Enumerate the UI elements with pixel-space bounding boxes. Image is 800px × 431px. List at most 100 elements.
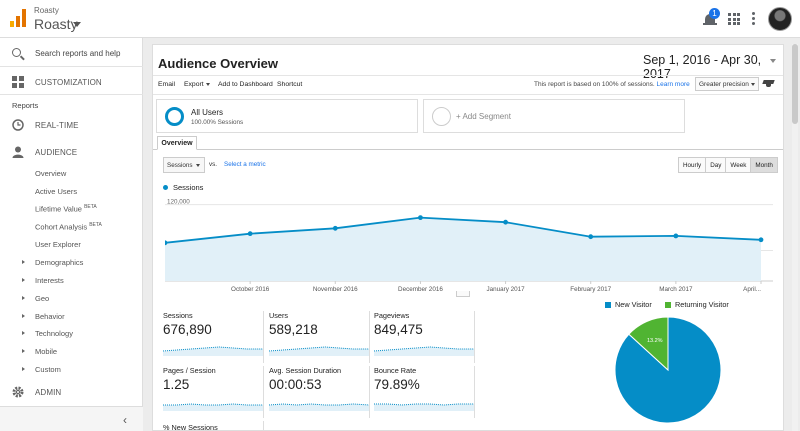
- scorecard-sessions[interactable]: Sessions 676,890: [163, 311, 266, 363]
- more-vert-icon[interactable]: [752, 12, 756, 26]
- data-point[interactable]: [758, 237, 764, 243]
- sidebar-item-geo[interactable]: Geo: [35, 294, 50, 303]
- metric-value: Sessions: [167, 162, 193, 169]
- scrollbar-thumb[interactable]: [792, 44, 798, 124]
- chart-resize-handle[interactable]: [456, 291, 470, 297]
- apps-icon[interactable]: [728, 13, 740, 25]
- page-scrollbar[interactable]: [792, 44, 798, 431]
- scorecard-pages-per-session[interactable]: Pages / Session 1.25: [163, 366, 266, 418]
- sidebar-item-customization[interactable]: CUSTOMIZATION: [0, 72, 143, 90]
- graduation-cap-icon[interactable]: [763, 80, 774, 88]
- x-tick-label: December 2016: [398, 286, 443, 293]
- learn-more-link[interactable]: Learn more: [656, 81, 690, 88]
- add-to-dashboard-button[interactable]: Add to Dashboard: [218, 81, 273, 88]
- sidebar-item-label: CUSTOMIZATION: [35, 78, 102, 87]
- scorecard-label: Pages / Session: [163, 366, 216, 375]
- scorecard-bounce-rate[interactable]: Bounce Rate 79.89%: [374, 366, 477, 418]
- chevron-down-icon: [205, 82, 210, 86]
- vs-label: vs.: [209, 161, 218, 168]
- legend-swatch: [605, 302, 611, 308]
- date-range-picker[interactable]: Sep 1, 2016 - Apr 30, 2017: [643, 53, 762, 81]
- expand-arrow-icon[interactable]: [22, 367, 25, 371]
- sidebar-item-demographics[interactable]: Demographics: [35, 258, 84, 267]
- sidebar-search[interactable]: Search reports and help: [0, 44, 143, 62]
- person-icon: [12, 146, 24, 158]
- sparkline: [374, 346, 474, 356]
- avatar[interactable]: [768, 7, 792, 31]
- sidebar-item-user-explorer[interactable]: User Explorer: [35, 240, 81, 249]
- data-point[interactable]: [165, 240, 168, 246]
- sidebar-item-behavior[interactable]: Behavior: [35, 312, 65, 321]
- sparkline: [269, 403, 369, 411]
- sparkline: [269, 346, 369, 356]
- segment-ring-icon: [165, 107, 184, 126]
- sidebar-item-cohort-analysis[interactable]: Cohort Analysis BETA: [35, 222, 102, 232]
- sidebar-collapse-bar[interactable]: ‹: [0, 406, 143, 431]
- select-metric-link[interactable]: Select a metric: [224, 161, 266, 168]
- analytics-logo-icon[interactable]: [10, 9, 26, 27]
- sparkline: [374, 403, 474, 411]
- data-point[interactable]: [588, 234, 594, 240]
- sidebar-item-mobile[interactable]: Mobile: [35, 347, 58, 356]
- scorecard-users[interactable]: Users 589,218: [269, 311, 372, 363]
- email-button[interactable]: Email: [158, 81, 175, 88]
- scorecard-value: 79.89%: [374, 377, 420, 392]
- sidebar-item-overview[interactable]: Overview: [35, 169, 67, 178]
- legend-label: New Visitor: [615, 300, 652, 309]
- expand-arrow-icon[interactable]: [22, 314, 25, 318]
- data-point[interactable]: [503, 219, 508, 225]
- sidebar-item-active-users[interactable]: Active Users: [35, 187, 78, 196]
- scorecard-value: 676,890: [163, 322, 212, 337]
- beta-badge: BETA: [84, 204, 97, 210]
- segment-name: All Users: [191, 108, 224, 117]
- sidebar-item-custom[interactable]: Custom: [35, 365, 61, 374]
- expand-arrow-icon[interactable]: [22, 349, 25, 353]
- segment-percentage: 100.00% Sessions: [191, 119, 244, 126]
- x-tick-label: March 2017: [659, 286, 693, 293]
- expand-arrow-icon[interactable]: [22, 331, 25, 335]
- granularity-day-button[interactable]: Day: [706, 158, 727, 172]
- shortcut-button[interactable]: Shortcut: [277, 81, 303, 88]
- metric-select[interactable]: Sessions: [163, 157, 205, 173]
- scorecard-avg-session-duration[interactable]: Avg. Session Duration 00:00:53: [269, 366, 372, 418]
- tab-overview[interactable]: Overview: [157, 136, 197, 150]
- x-tick-label: January 2017: [486, 286, 525, 293]
- sidebar-item-technology[interactable]: Technology: [35, 329, 73, 338]
- add-segment-label: + Add Segment: [456, 112, 511, 121]
- export-button[interactable]: Export: [184, 81, 210, 88]
- scorecard-pageviews[interactable]: Pageviews 849,475: [374, 311, 477, 363]
- data-point[interactable]: [418, 215, 423, 221]
- search-input[interactable]: Search reports and help: [35, 49, 121, 58]
- precision-select[interactable]: Greater precision: [695, 77, 759, 91]
- sidebar-item-realtime[interactable]: REAL-TIME: [0, 115, 143, 133]
- chevron-left-icon[interactable]: ‹: [123, 413, 127, 427]
- sidebar-item-lifetime-value[interactable]: Lifetime Value BETA: [35, 204, 97, 214]
- sidebar-item-interests[interactable]: Interests: [35, 276, 64, 285]
- granularity-week-button[interactable]: Week: [726, 158, 752, 172]
- pie-slice[interactable]: [628, 316, 669, 372]
- segment-all-users[interactable]: All Users 100.00% Sessions: [156, 99, 418, 133]
- data-point[interactable]: [332, 225, 338, 231]
- chevron-down-icon: [196, 164, 200, 167]
- visitor-pie-chart[interactable]: 86.8%13.2%: [613, 315, 723, 425]
- expand-arrow-icon[interactable]: [22, 278, 25, 282]
- expand-arrow-icon[interactable]: [22, 260, 25, 264]
- x-tick-label: October 2016: [231, 286, 270, 293]
- granularity-hourly-button[interactable]: Hourly: [679, 158, 707, 172]
- add-segment-button[interactable]: + Add Segment: [423, 99, 685, 133]
- bell-icon[interactable]: [703, 13, 717, 27]
- chevron-down-icon[interactable]: [770, 59, 776, 63]
- sidebar-item-admin[interactable]: ADMIN: [0, 383, 143, 401]
- precision-value: Greater precision: [699, 81, 749, 88]
- chevron-down-icon[interactable]: [73, 22, 81, 27]
- report-panel: Audience Overview Sep 1, 2016 - Apr 30, …: [152, 44, 784, 431]
- legend-swatch: [665, 302, 671, 308]
- property-selector[interactable]: Roasty: [34, 16, 78, 32]
- legend-swatch: [163, 185, 168, 190]
- data-point[interactable]: [247, 231, 253, 237]
- granularity-month-button[interactable]: Month: [751, 158, 777, 172]
- data-point[interactable]: [673, 233, 679, 239]
- sidebar-item-audience[interactable]: AUDIENCE: [0, 142, 143, 160]
- expand-arrow-icon[interactable]: [22, 296, 25, 300]
